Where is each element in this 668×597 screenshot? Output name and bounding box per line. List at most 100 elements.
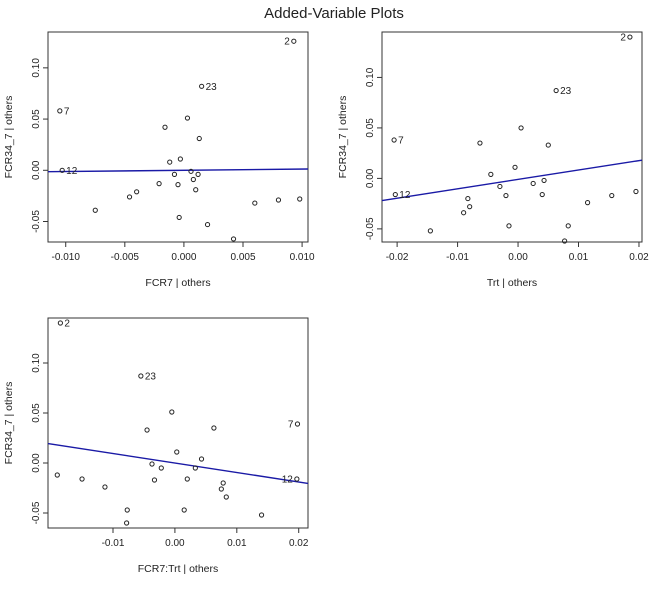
data-point [291, 38, 297, 44]
x-tick-label: 0.01 [569, 252, 589, 263]
data-point [198, 456, 205, 462]
data-point [181, 507, 187, 513]
panel-fcr7-trt: -0.01 0.00 0.01 0.02 -0.05 0.00 0.05 0.10 FCR7:T… [3, 317, 309, 575]
data-point [175, 182, 181, 188]
x-axis-label: FCR7:Trt | others [138, 563, 219, 575]
data-point [539, 191, 545, 198]
data-point [174, 449, 180, 455]
x-tick-label: 0.00 [165, 538, 185, 549]
y-tick-label: -0.05 [31, 501, 42, 524]
point-label: 12 [282, 475, 294, 486]
data-point [497, 183, 503, 190]
plot-frame [381, 31, 643, 243]
data-point [297, 196, 303, 202]
data-point [512, 164, 518, 170]
data-point [195, 171, 201, 177]
y-tick-label: 0.10 [365, 67, 376, 87]
data-point [427, 228, 433, 234]
data-point [149, 461, 155, 467]
data-point [565, 223, 571, 229]
data-point [562, 238, 568, 244]
data-point [138, 373, 144, 379]
x-tick-label: -0.010 [52, 252, 81, 263]
data-point [461, 210, 467, 216]
data-point [584, 200, 591, 206]
data-point [162, 124, 168, 130]
x-axis-label: FCR7 | others [145, 277, 210, 289]
y-axis-label: FCR34_7 | others [3, 96, 15, 179]
data-point [627, 34, 633, 40]
fit-line [381, 159, 643, 202]
point-label: 2 [620, 33, 626, 44]
data-point [258, 512, 265, 518]
y-tick-label: 0.05 [365, 118, 376, 138]
point-label: 2 [284, 37, 290, 48]
data-point [126, 194, 133, 200]
data-point [252, 200, 258, 206]
figure-title: Added-Variable Plots [264, 5, 404, 22]
data-point [294, 476, 300, 482]
panel-trt: -0.02 -0.01 0.00 0.01 0.02 0.00 0.05 0.10 -0.05 T… [337, 31, 649, 289]
point-label: 12 [66, 166, 78, 177]
data-point [190, 176, 196, 183]
data-point [230, 236, 237, 242]
data-point [541, 177, 547, 184]
data-point [609, 192, 615, 199]
data-point [54, 472, 60, 478]
data-point [275, 197, 282, 203]
plot-frame [47, 31, 309, 243]
data-point [392, 191, 398, 198]
x-tick-label: 0.02 [629, 252, 649, 263]
y-tick-label: 0.05 [31, 403, 42, 423]
data-point [199, 83, 205, 89]
data-point [124, 520, 130, 526]
data-point [144, 427, 150, 433]
data-point [184, 476, 190, 482]
plot-frame [47, 317, 309, 529]
data-point [503, 192, 509, 199]
y-tick-label: -0.05 [365, 217, 376, 240]
y-tick-label: 0.10 [31, 58, 42, 78]
panel-fcr7: -0.010 -0.005 0.000 0.005 0.010 -0.05 0.00 0.05… [3, 31, 315, 289]
data-point [196, 135, 202, 142]
x-tick-label: 0.000 [171, 252, 196, 263]
data-point [102, 484, 108, 490]
data-point [134, 189, 140, 195]
data-point [530, 180, 536, 187]
data-point [633, 188, 639, 195]
y-tick-label: 0.00 [31, 160, 42, 180]
data-point [177, 156, 183, 162]
y-tick-label: 0.00 [365, 168, 376, 188]
data-point [518, 125, 524, 131]
data-point [465, 195, 471, 202]
point-label: 7 [288, 420, 294, 431]
y-axis-label: FCR34_7 | others [3, 382, 15, 465]
data-point [59, 167, 65, 173]
data-point [506, 223, 512, 229]
data-point [391, 137, 397, 143]
data-point [467, 204, 473, 210]
x-tick-label: -0.005 [111, 252, 140, 263]
data-point [176, 214, 182, 221]
x-tick-label: 0.00 [508, 252, 528, 263]
data-point [57, 320, 63, 326]
data-point [488, 171, 494, 177]
x-tick-label: 0.02 [289, 538, 309, 549]
data-point [92, 207, 98, 213]
data-point [156, 181, 162, 187]
data-point [169, 409, 175, 415]
data-point [477, 140, 483, 146]
data-point [151, 477, 158, 483]
x-tick-label: -0.01 [446, 252, 469, 263]
x-tick-label: 0.010 [290, 252, 315, 263]
data-point [57, 108, 63, 114]
point-label: 2 [64, 319, 70, 330]
data-point [553, 87, 559, 94]
data-point [184, 115, 191, 121]
fit-line [47, 168, 309, 173]
x-tick-label: -0.02 [386, 252, 409, 263]
data-point [220, 480, 226, 486]
data-point [294, 421, 301, 427]
data-point [79, 476, 85, 482]
point-label: 12 [399, 190, 411, 201]
